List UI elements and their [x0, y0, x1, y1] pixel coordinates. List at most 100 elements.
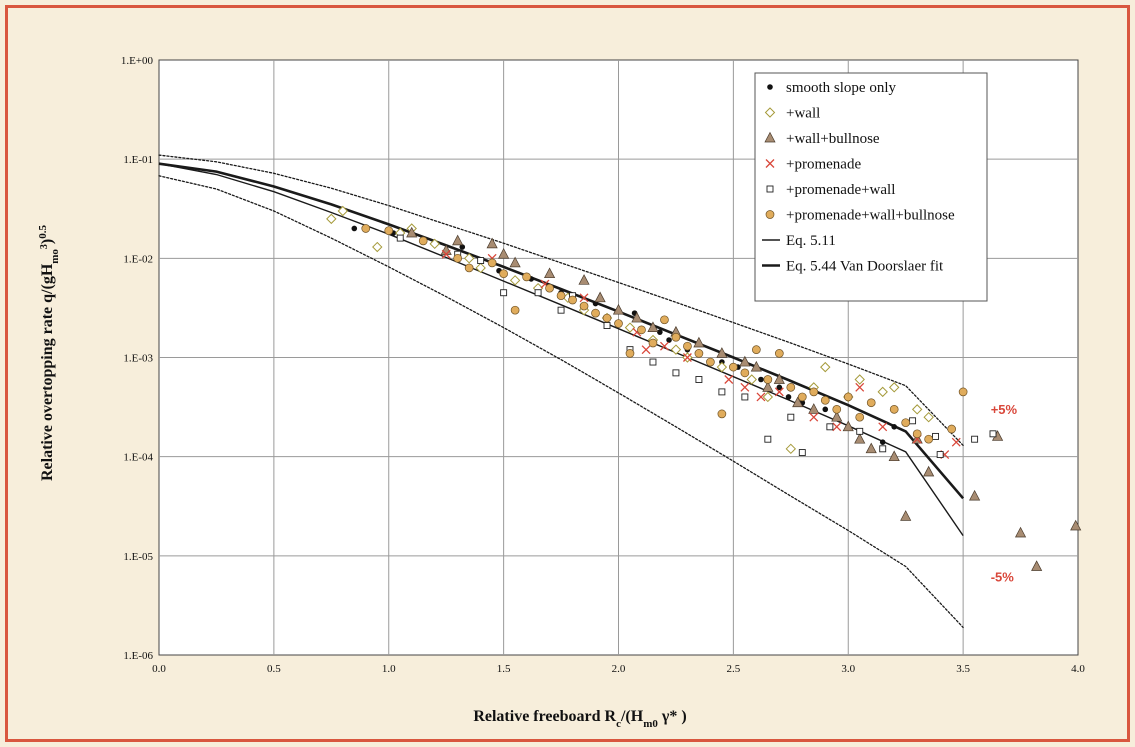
- data-point: [750, 360, 762, 372]
- data-point: [820, 395, 830, 405]
- data-point: [924, 434, 934, 444]
- chart-frame: 0.0 0.5 1.0 1.5 2.0 2.5 3.0 3.5 4.0 1.E+00 1.E-01…: [5, 5, 1130, 742]
- data-point: [614, 319, 623, 328]
- y-axis-title: Relative overtopping rate q/(gHmo3)0.5: [37, 224, 61, 481]
- data-point: [809, 412, 819, 422]
- data-point: [624, 322, 636, 333]
- data-point: [891, 424, 897, 430]
- legend-marker: [766, 185, 774, 193]
- data-point: [372, 241, 383, 253]
- data-point: [741, 393, 749, 401]
- data-point: [716, 347, 728, 358]
- data-point: [889, 405, 899, 414]
- x-tick-labels: 0.0 0.5 1.0 1.5 2.0 2.5 3.0 3.5 4.0: [152, 663, 1085, 675]
- x-tick-label: 0.0: [152, 663, 166, 675]
- x-tick-label: 2.0: [612, 663, 626, 675]
- data-point: [774, 349, 784, 358]
- data-point: [751, 345, 761, 354]
- y-tick-label: 1.E-04: [123, 452, 153, 464]
- legend-marker: [765, 159, 775, 168]
- legend-label: smooth slope only: [786, 80, 897, 96]
- data-point: [787, 413, 795, 421]
- legend-box: [754, 72, 988, 302]
- y-tick-label: 1.E-01: [123, 154, 153, 166]
- series-promenade: [441, 249, 961, 460]
- data-point: [591, 308, 600, 318]
- y-tick-label: 1.E+00: [121, 55, 154, 67]
- data-point: [695, 376, 703, 383]
- data-point: [592, 300, 599, 307]
- legend-label: Eq. 5.11: [786, 233, 836, 249]
- data-point: [843, 392, 853, 402]
- x-axis-title: Relative freeboard Rc/(Hm0 γ* ): [473, 708, 686, 730]
- data-point: [774, 387, 784, 397]
- data-point: [361, 224, 371, 233]
- data-point: [798, 449, 806, 457]
- legend-marker: [767, 84, 773, 90]
- data-point: [729, 362, 738, 372]
- annotation-label: -5%: [991, 570, 1015, 585]
- data-point: [776, 384, 783, 391]
- data-point: [594, 291, 606, 303]
- x-tick-label: 0.5: [267, 663, 281, 675]
- data-point: [579, 301, 589, 311]
- legend-label: +promenade+wall: [786, 182, 895, 198]
- data-point: [856, 427, 864, 435]
- data-point: [820, 361, 831, 373]
- data-point: [716, 361, 728, 373]
- data-point: [477, 257, 485, 264]
- data-point: [808, 403, 820, 414]
- data-point: [842, 420, 854, 432]
- data-point: [901, 418, 911, 428]
- series-promenade-wall: [396, 234, 997, 459]
- data-point: [666, 337, 672, 343]
- data-point: [510, 305, 520, 315]
- data-point: [822, 406, 829, 413]
- y-tick-label: 1.E-05: [123, 551, 153, 563]
- data-point: [693, 336, 705, 348]
- y-tick-labels: 1.E+00 1.E-01 1.E-02 1.E-03 1.E-04 1.E-05 1.E-…: [121, 55, 154, 662]
- grid: [159, 60, 1078, 655]
- data-point: [557, 306, 565, 314]
- data-point: [683, 341, 692, 351]
- data-point: [832, 422, 842, 432]
- x-tick-label: 1.0: [382, 663, 396, 675]
- data-point: [971, 435, 979, 443]
- data-point: [792, 396, 804, 408]
- data-point: [900, 510, 912, 521]
- line--5-: [158, 175, 964, 629]
- x-tick-label: 1.5: [497, 663, 511, 675]
- line--5-: [158, 154, 964, 447]
- data-point: [832, 405, 842, 414]
- data-point: [773, 373, 785, 384]
- data-point: [459, 244, 466, 250]
- legend-marker: [764, 107, 776, 118]
- data-point: [989, 430, 997, 438]
- fit-lines: [158, 154, 965, 629]
- data-point: [762, 381, 774, 392]
- data-point: [498, 247, 510, 259]
- data-point: [831, 410, 843, 422]
- data-point: [657, 329, 663, 335]
- data-point: [326, 213, 337, 225]
- data-point: [406, 226, 418, 238]
- data-point: [877, 386, 888, 398]
- data-point: [543, 267, 556, 279]
- data-point: [740, 382, 750, 392]
- data-point: [694, 349, 704, 358]
- overtopping-chart: 0.0 0.5 1.0 1.5 2.0 2.5 3.0 3.5 4.0 1.E+00 1.E-01…: [37, 55, 1085, 730]
- data-point: [866, 398, 876, 408]
- data-point: [809, 387, 819, 397]
- data-point: [631, 311, 643, 323]
- legend-label: +wall: [786, 106, 820, 122]
- data-point: [670, 344, 682, 355]
- data-point: [1070, 519, 1082, 531]
- data-point: [785, 394, 792, 400]
- data-point: [740, 368, 750, 378]
- legend-marker: [764, 131, 776, 143]
- data-point: [602, 313, 612, 323]
- data-point: [486, 237, 498, 249]
- data-point: [718, 388, 726, 396]
- data-point: [1031, 560, 1043, 571]
- y-tick-label: 1.E-02: [123, 253, 153, 265]
